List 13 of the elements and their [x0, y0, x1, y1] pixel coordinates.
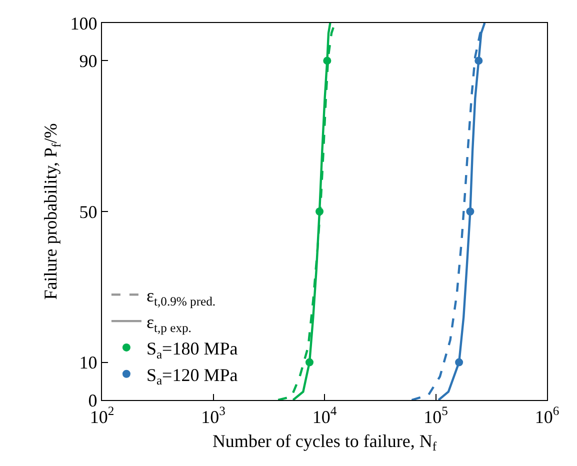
y-tick-label: 90: [79, 51, 98, 71]
y-tick-label: 100: [70, 13, 98, 34]
x-tick-label: 10$^{5}$: [424, 404, 448, 427]
x-axis-title: Number of cycles to failure, N$_{f}$: [212, 430, 438, 454]
x-tick-label: 10$^{6}$: [534, 404, 560, 427]
legend-label: S$_{a}$=120 MPa: [146, 364, 238, 388]
y-tick-label: 10: [79, 352, 98, 373]
legend-label: ε$_{t,p exp.}$: [146, 312, 192, 335]
y-tick-label: 50: [79, 202, 98, 222]
x-tick-label: 10$^{3}$: [201, 404, 226, 427]
x-tick-label: 10$^{4}$: [312, 404, 338, 427]
legend-label: S$_{a}$=180 MPa: [146, 338, 238, 362]
legend-label: ε$_{t,0.9% pred.}$: [146, 286, 216, 308]
